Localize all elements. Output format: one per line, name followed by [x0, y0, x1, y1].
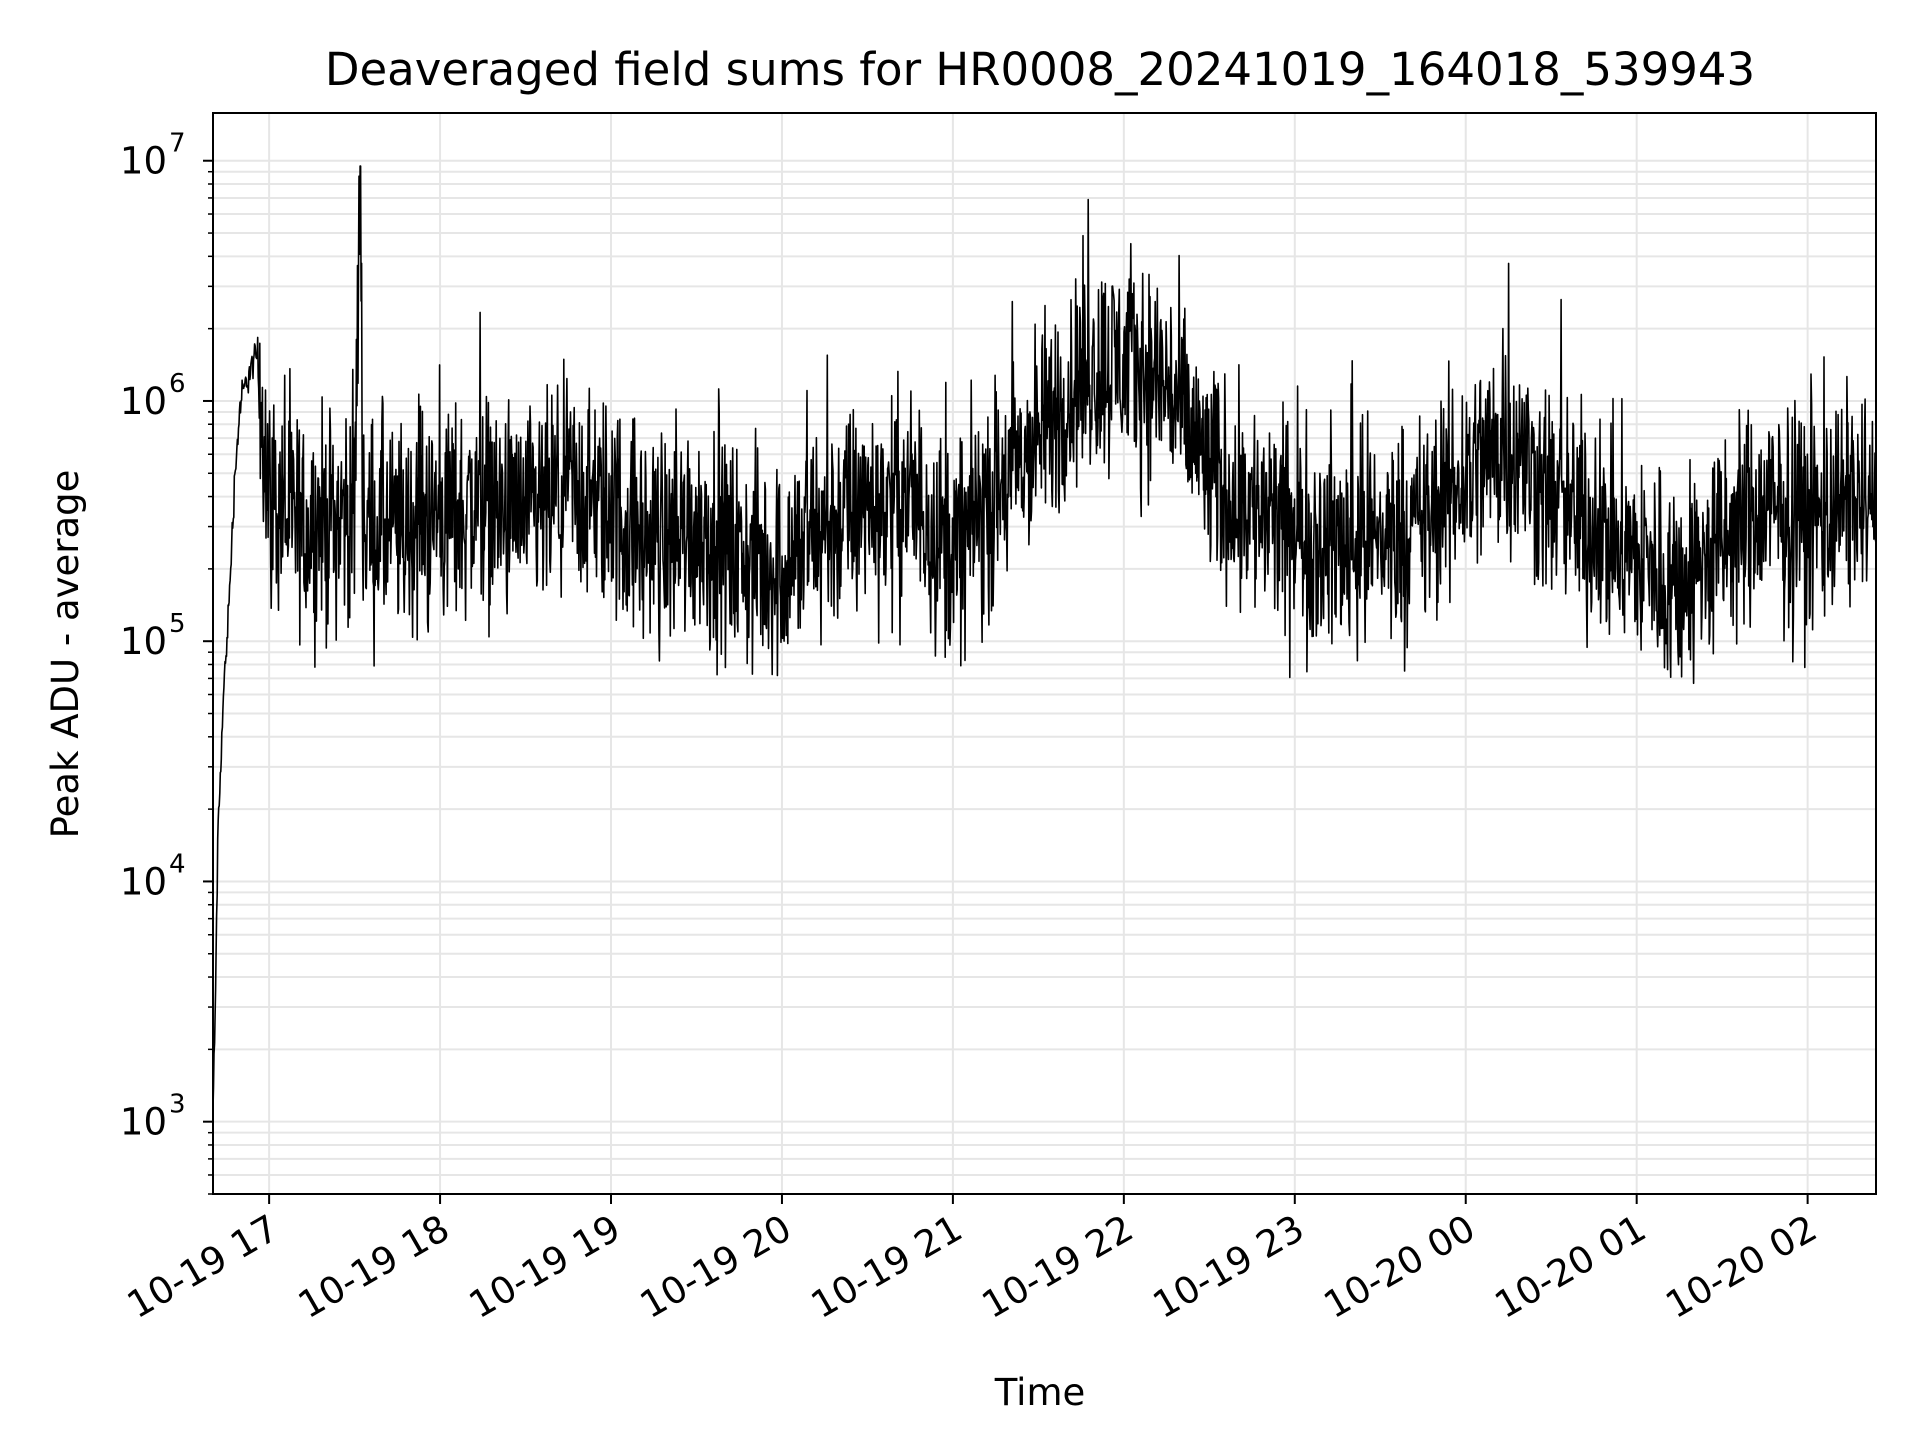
y-tick-label: 10: [120, 140, 167, 183]
plot-frame: [212, 112, 1877, 1195]
y-tick-label: 10: [120, 1101, 167, 1144]
series-layer: [212, 165, 1877, 1108]
y-tick-exponent: 6: [169, 369, 186, 399]
chart-title: Deaveraged field sums for HR0008_2024101…: [325, 43, 1755, 96]
y-tick-exponent: 7: [169, 129, 186, 159]
y-tick-exponent: 3: [169, 1090, 186, 1120]
y-tick-label: 10: [120, 380, 167, 423]
y-tick-label: 10: [120, 620, 167, 663]
series-line: [212, 165, 1877, 1108]
x-axis-label: Time: [994, 1371, 1086, 1414]
grid-lines: [213, 113, 1876, 1195]
y-tick-label: 10: [120, 860, 167, 903]
y-axis-label: Peak ADU - average: [44, 470, 87, 839]
y-tick-exponent: 5: [169, 609, 186, 639]
y-tick-exponent: 4: [169, 849, 186, 879]
